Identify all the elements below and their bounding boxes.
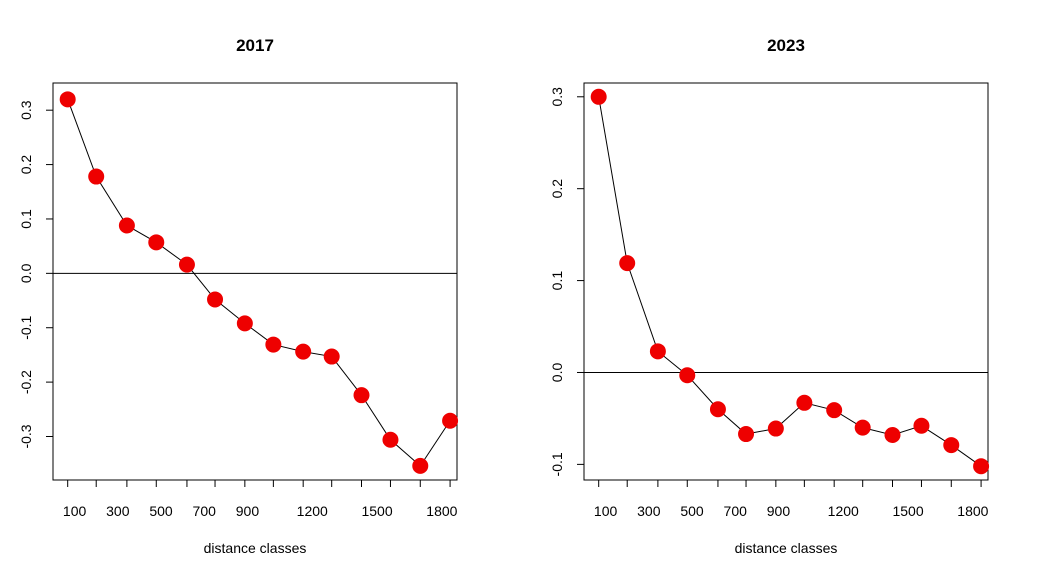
chart-1-xtick-label-6: 1500 [892,503,923,519]
chart-0-ytick-label-3: 0.0 [18,263,34,283]
chart-1-xtick-label-0: 100 [594,503,618,519]
chart-0-point-4 [178,256,195,273]
chart-0-x-axis-label: distance classes [204,540,307,556]
chart-1-xtick-label-7: 1800 [957,503,988,519]
chart-0-point-5 [207,291,224,308]
chart-0-xtick-label-5: 1200 [297,503,328,519]
chart-0-point-11 [382,431,399,448]
chart-0-point-0 [59,91,76,108]
chart-0-ytick-label-4: 0.1 [18,209,34,229]
chart-0-xtick-label-4: 900 [236,503,260,519]
chart-1-xtick-label-5: 1200 [828,503,859,519]
chart-0-point-2 [118,217,135,234]
chart-0-xtick-label-3: 700 [193,503,217,519]
chart-0-series-line [67,99,451,467]
chart-1-xtick-label-4: 900 [767,503,791,519]
chart-1-point-1 [619,255,636,272]
chart-1-x-axis-label: distance classes [735,540,838,556]
chart-1-point-10 [884,426,901,443]
chart-0-ytick-label-5: 0.2 [18,155,34,175]
chart-1-point-6 [767,420,784,437]
chart-0-point-8 [295,343,312,360]
chart-1-point-8 [826,402,843,419]
chart-0-xtick-label-2: 500 [149,503,173,519]
chart-1-ytick-label-1: 0.0 [549,363,565,383]
chart-0-point-7 [265,336,282,353]
chart-panel-2023: 2023 -0.1 0.0 0.1 0.2 0.3 100 300 500 700 900 1200 1… [549,36,990,556]
chart-1-xtick-label-2: 500 [680,503,704,519]
chart-0-ytick-label-1: -0.2 [18,370,34,394]
chart-0-point-12 [412,457,429,474]
chart-0-xtick-label-1: 300 [106,503,130,519]
chart-1-xtick-label-3: 700 [724,503,748,519]
chart-0-ytick-label-6: 0.3 [18,100,34,120]
chart-1-ytick-label-0: -0.1 [549,452,565,476]
chart-0-point-6 [236,315,253,332]
chart-1-point-5 [738,426,755,443]
chart-panel-2017: 2017 -0.3 -0.2 -0.1 0.0 0.1 0.2 0.3 100 300 500 700… [18,36,459,556]
chart-1-point-0 [590,88,607,105]
chart-1-point-2 [649,343,666,360]
chart-1-xtick-label-1: 300 [637,503,661,519]
chart-0-ytick-label-0: -0.3 [18,424,34,448]
chart-1-point-11 [913,417,930,434]
chart-1-point-7 [796,394,813,411]
chart-0-plot-frame [52,82,458,481]
chart-0-xtick-label-7: 1800 [426,503,457,519]
chart-1-ytick-label-4: 0.3 [549,87,565,107]
chart-1-point-9 [854,419,871,436]
chart-1-ytick-label-2: 0.1 [549,271,565,291]
chart-1-series-line [598,96,982,467]
chart-0-point-13 [442,412,459,429]
chart-0-point-9 [323,348,340,365]
chart-0-ytick-label-2: -0.1 [18,315,34,339]
chart-0-point-1 [88,168,105,185]
chart-1-point-12 [943,437,960,454]
chart-0-xtick-label-0: 100 [63,503,87,519]
chart-1-title: 2023 [767,36,805,55]
chart-1-point-3 [679,367,696,384]
chart-0-title: 2017 [236,36,274,55]
chart-0-point-10 [353,387,370,404]
chart-1-ytick-label-3: 0.2 [549,179,565,199]
chart-1-point-4 [709,401,726,418]
chart-1-point-13 [973,458,990,475]
chart-0-xtick-label-6: 1500 [361,503,392,519]
chart-0-point-3 [148,234,165,251]
